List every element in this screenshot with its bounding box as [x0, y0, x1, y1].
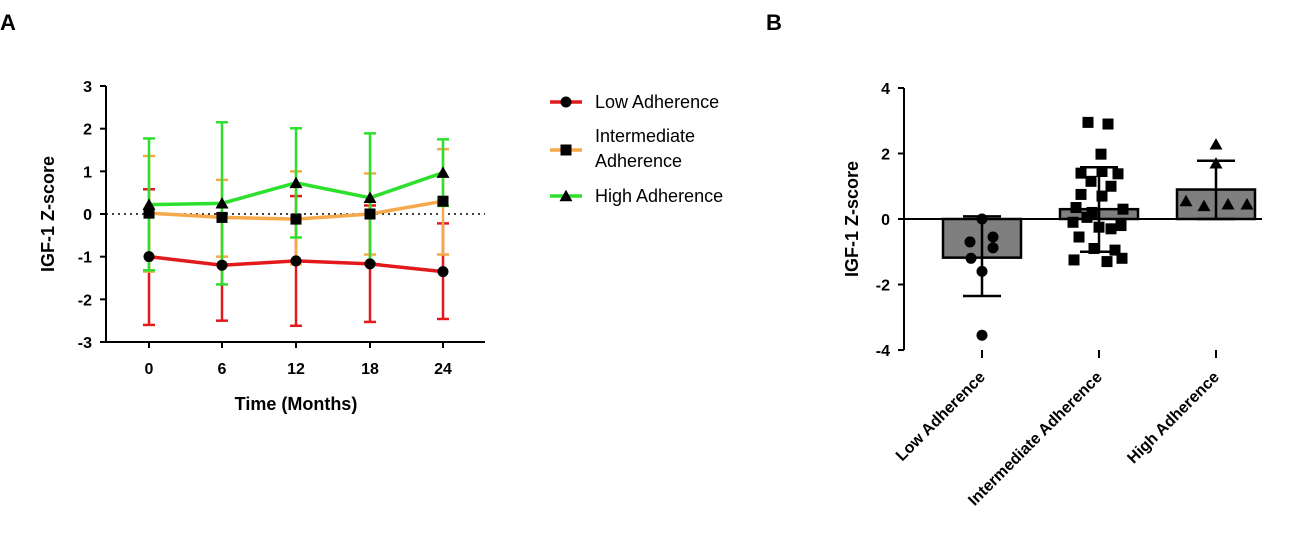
individual-data-point — [1067, 216, 1079, 228]
data-point — [289, 176, 303, 189]
x-tick-label: 0 — [145, 361, 154, 378]
individual-data-point — [1095, 148, 1107, 160]
individual-data-point — [1073, 231, 1085, 243]
individual-data-point — [1081, 211, 1093, 223]
individual-data-point — [1075, 188, 1087, 200]
data-point — [216, 259, 228, 271]
x-tick-label: 6 — [218, 361, 227, 378]
legend-panel-a: Low Adherence Intermediate Adherence High A… — [550, 92, 723, 206]
legend-marker — [560, 144, 572, 156]
individual-data-point — [1068, 254, 1080, 266]
individual-data-point — [1105, 223, 1117, 235]
individual-data-point — [1109, 244, 1121, 256]
line-chart-panel-a: 3 2 1 0 -1 -2 -3 0 6 12 18 24 Time (Months) IGF-1 Z-s… — [38, 79, 485, 414]
individual-data-point — [987, 231, 999, 243]
individual-data-point — [1221, 198, 1235, 210]
individual-data-point — [987, 242, 999, 254]
individual-data-point — [1105, 180, 1117, 192]
panel-a-label: A — [0, 10, 16, 35]
y-tick-label: 4 — [881, 81, 890, 98]
y-tick-label: 2 — [881, 147, 890, 164]
individual-data-point — [1102, 118, 1114, 130]
y-tick-label: -4 — [876, 343, 890, 360]
legend-marker — [559, 189, 573, 202]
individual-data-point — [976, 265, 988, 277]
data-point — [215, 197, 229, 209]
category-label: High Adherence — [1124, 369, 1222, 467]
individual-data-point — [1075, 167, 1087, 179]
individual-data-point — [1085, 175, 1097, 187]
y-tick-label: 0 — [83, 207, 92, 224]
data-point — [290, 255, 302, 267]
individual-data-point — [1117, 203, 1129, 215]
data-point — [436, 166, 450, 178]
data-point — [143, 207, 155, 219]
legend-marker — [560, 96, 572, 108]
individual-data-point — [964, 236, 976, 248]
individual-data-point — [1070, 202, 1082, 214]
y-tick-label: -1 — [78, 250, 92, 267]
y-tick-label: 2 — [83, 122, 92, 139]
individual-data-point — [1116, 252, 1128, 264]
data-point — [143, 251, 155, 263]
y-tick-label: -3 — [78, 335, 92, 352]
legend-label: Intermediate — [595, 126, 695, 146]
y-tick-label: 1 — [83, 164, 92, 181]
individual-data-point — [1197, 199, 1211, 212]
individual-data-point — [1209, 157, 1223, 169]
legend-label: High Adherence — [595, 186, 723, 206]
category-label: Intermediate Adherence — [965, 369, 1106, 510]
individual-data-point — [1093, 221, 1105, 233]
data-point — [363, 191, 377, 204]
x-axis-title: Time (Months) — [235, 394, 358, 414]
x-tick-label: 18 — [361, 361, 379, 378]
individual-data-point — [1096, 190, 1108, 202]
individual-data-point — [1209, 138, 1223, 150]
category-label: Low Adherence — [893, 369, 989, 465]
individual-data-point — [1115, 220, 1127, 232]
y-axis-title: IGF-1 Z-score — [38, 156, 58, 272]
data-point — [290, 213, 302, 225]
individual-data-point — [976, 329, 988, 341]
individual-data-point — [1112, 168, 1124, 180]
individual-data-point — [1101, 256, 1113, 268]
y-tick-label: 3 — [83, 79, 92, 96]
x-tick-label: 12 — [287, 361, 305, 378]
data-point — [364, 208, 376, 220]
panel-b-label: B — [766, 10, 782, 35]
x-tick-label: 24 — [434, 361, 452, 378]
data-point — [364, 258, 376, 270]
individual-data-point — [965, 252, 977, 264]
y-tick-label: -2 — [876, 278, 890, 295]
y-tick-label: 0 — [881, 212, 890, 229]
data-point — [142, 198, 156, 210]
legend-label: Adherence — [595, 151, 682, 171]
data-point — [216, 211, 228, 223]
individual-data-point — [1088, 242, 1100, 254]
individual-data-point — [1179, 194, 1193, 207]
data-point — [437, 266, 449, 278]
individual-data-point — [1240, 198, 1254, 210]
y-axis-title: IGF-1 Z-score — [842, 161, 862, 277]
data-point — [437, 195, 449, 207]
legend-label: Low Adherence — [595, 92, 719, 112]
individual-data-point — [1082, 116, 1094, 128]
y-tick-label: -2 — [78, 292, 92, 309]
individual-data-point — [1096, 166, 1108, 178]
